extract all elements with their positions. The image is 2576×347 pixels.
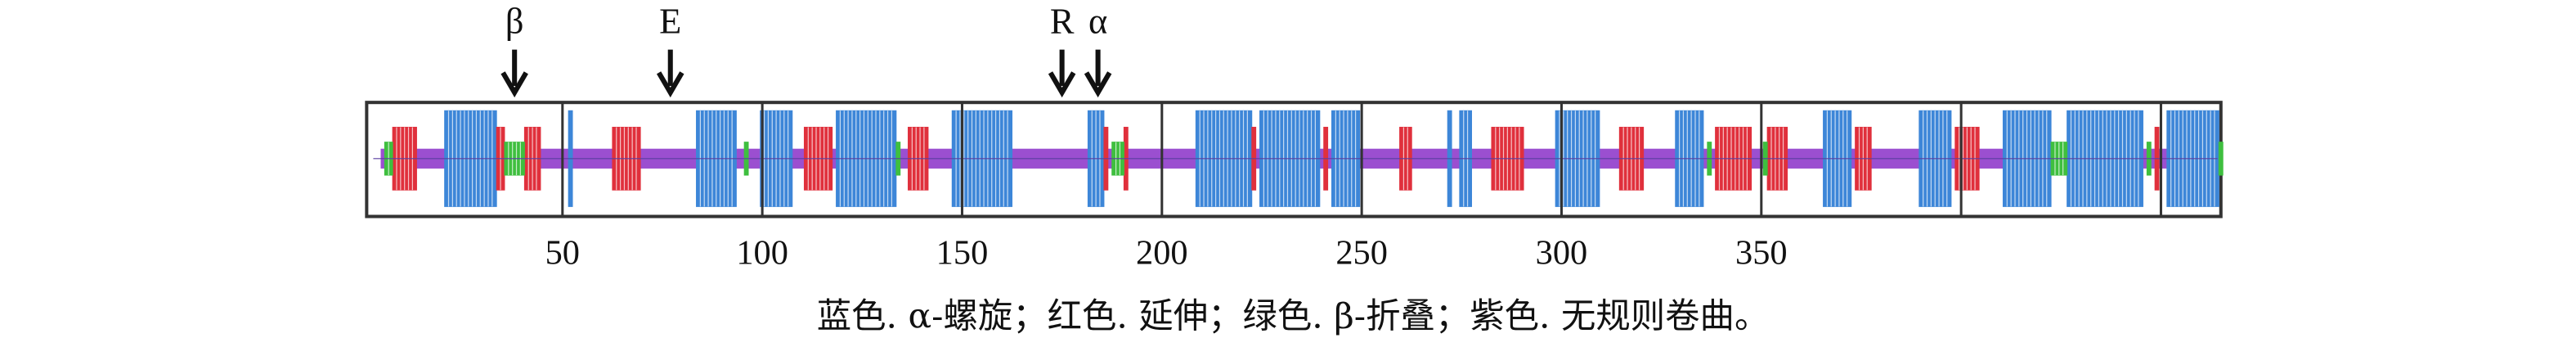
annotation-label: R xyxy=(1050,0,1075,41)
arrow-head xyxy=(1048,71,1076,98)
x-tick-label: 50 xyxy=(545,234,580,273)
x-tick-label: 200 xyxy=(1136,234,1188,273)
arrow-head xyxy=(657,71,684,98)
structure-segment xyxy=(2218,142,2224,176)
annotation-label: β xyxy=(505,0,524,41)
arrow-head xyxy=(500,71,528,98)
x-tick-label: 100 xyxy=(736,234,788,273)
x-tick-label: 300 xyxy=(1536,234,1588,273)
x-tick-label: 250 xyxy=(1335,234,1388,273)
x-tick-label: 150 xyxy=(936,234,989,273)
annotation-label: α xyxy=(1088,0,1107,41)
caption: 蓝色. α-螺旋；红色. 延伸；绿色. β-折叠；紫色. 无规则卷曲。 xyxy=(817,296,1770,336)
x-tick-label: 350 xyxy=(1735,234,1788,273)
annotation-label: E xyxy=(659,0,681,41)
arrow-head xyxy=(1084,71,1112,98)
